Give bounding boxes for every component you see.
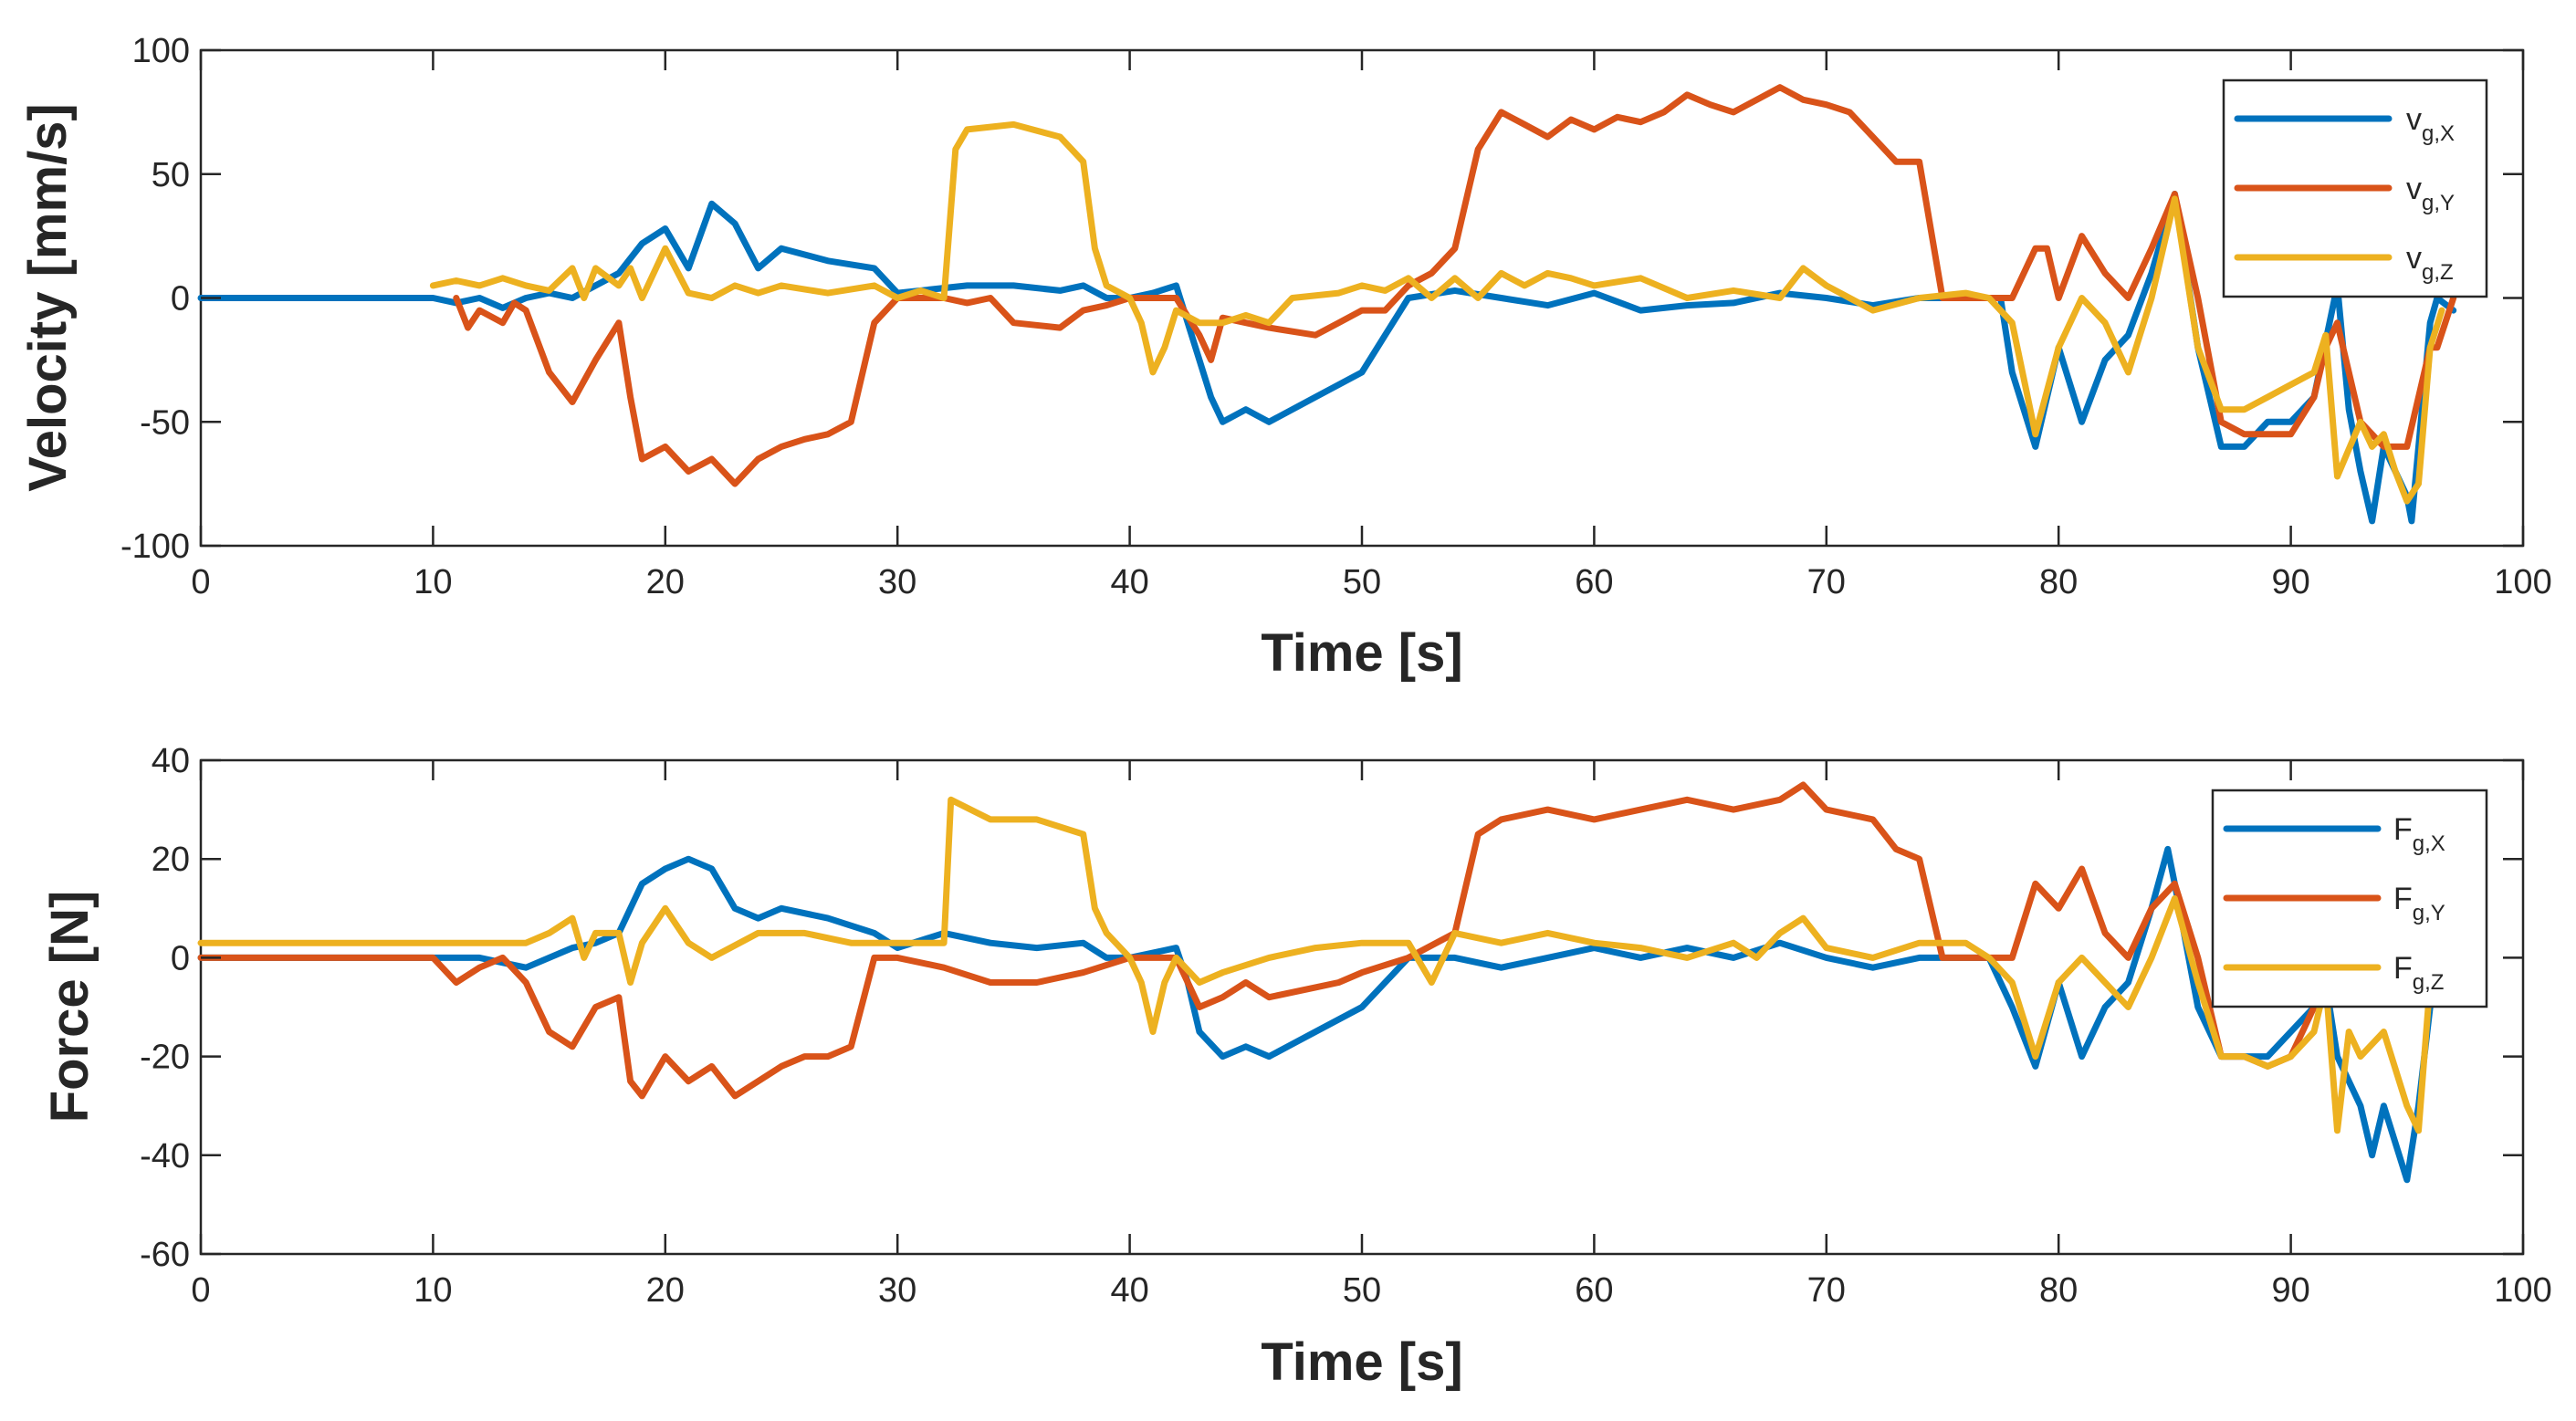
force-x-tick-label: 40 [1110, 1271, 1148, 1310]
velocity-series-vgz-line [429, 120, 2445, 505]
force-series-fgx-line [197, 845, 2441, 1184]
velocity-y-tick-label: -50 [140, 403, 190, 442]
legend-label-vgy: vg,Y [2406, 172, 2455, 215]
force-x-tick-label: 90 [2271, 1271, 2309, 1310]
force-y-tick-label: -20 [140, 1039, 190, 1077]
velocity-axes-box [199, 48, 2525, 548]
force-x-tick-label: 50 [1343, 1271, 1381, 1310]
velocity-x-tick-label: 30 [878, 563, 916, 601]
velocity-x-tick-label: 70 [1807, 563, 1846, 601]
force-x-tick-label: 100 [2494, 1271, 2551, 1310]
force-legend: Fg,X Fg,Y Fg,Z [2211, 789, 2488, 1008]
force-y-tick-label: 0 [171, 939, 190, 977]
velocity-y-tick-label: 0 [171, 280, 190, 319]
legend-label-fgx: Fg,X [2393, 812, 2445, 856]
force-series-fgy-line [197, 781, 2340, 1100]
velocity-x-tick-label: 10 [414, 563, 452, 601]
legend-label-vgz: vg,Z [2406, 241, 2454, 285]
velocity-x-tick-label: 60 [1575, 563, 1613, 601]
force-y-axis-title: Force [N] [40, 891, 99, 1123]
legend-label-fgz: Fg,Z [2393, 951, 2444, 995]
velocity-y-tick-label: 100 [132, 32, 190, 70]
velocity-x-tick-label: 40 [1110, 563, 1148, 601]
velocity-x-tick-label: 100 [2494, 563, 2551, 601]
velocity-y-tick-label: 50 [152, 156, 190, 194]
force-x-tick-label: 60 [1575, 1271, 1613, 1310]
legend-label-vgx: vg,X [2406, 102, 2455, 146]
force-series-fgz-line [197, 796, 2441, 1134]
force-y-tick-label: 20 [152, 841, 190, 879]
legend-label-fgy: Fg,Y [2393, 882, 2445, 925]
velocity-x-tick-label: 90 [2271, 563, 2309, 601]
velocity-x-axis-title: Time [s] [1261, 623, 1462, 683]
force-x-tick-label: 20 [646, 1271, 685, 1310]
velocity-y-tick-label: -100 [120, 528, 190, 566]
force-x-tick-label: 30 [878, 1271, 916, 1310]
force-y-tick-label: -40 [140, 1137, 190, 1175]
velocity-plot: 0 10 20 30 40 50 60 70 80 90 100 -100 -50 0 50 100 Time… [18, 32, 2552, 683]
force-ticks: 0 10 20 30 40 50 60 70 80 90 100 -60 -40 -20 0 20 40 [140, 742, 2552, 1310]
velocity-ticks: 0 10 20 30 40 50 60 70 80 90 100 -100 -50 0 50 100 [120, 32, 2552, 601]
force-x-tick-label: 10 [414, 1271, 452, 1310]
velocity-x-tick-label: 0 [191, 563, 210, 601]
velocity-series-vgy-line [453, 84, 2457, 487]
velocity-series-vgx-line [197, 191, 2457, 525]
force-x-axis-title: Time [s] [1261, 1332, 1462, 1392]
force-series-group [197, 781, 2441, 1184]
velocity-x-tick-label: 50 [1343, 563, 1381, 601]
force-y-tick-label: -60 [140, 1236, 190, 1274]
velocity-x-tick-label: 20 [646, 563, 685, 601]
force-x-tick-label: 0 [191, 1271, 210, 1310]
velocity-y-axis-title: Velocity [mm/s] [18, 103, 78, 491]
force-plot: 0 10 20 30 40 50 60 70 80 90 100 -60 -40 -20 0 20 40 Tim… [40, 742, 2552, 1392]
force-y-tick-label: 40 [152, 742, 190, 780]
force-x-tick-label: 80 [2039, 1271, 2078, 1310]
velocity-series-group [197, 84, 2457, 525]
force-x-tick-label: 70 [1807, 1271, 1846, 1310]
velocity-x-tick-label: 80 [2039, 563, 2078, 601]
velocity-legend: vg,X vg,Y vg,Z [2222, 78, 2488, 298]
